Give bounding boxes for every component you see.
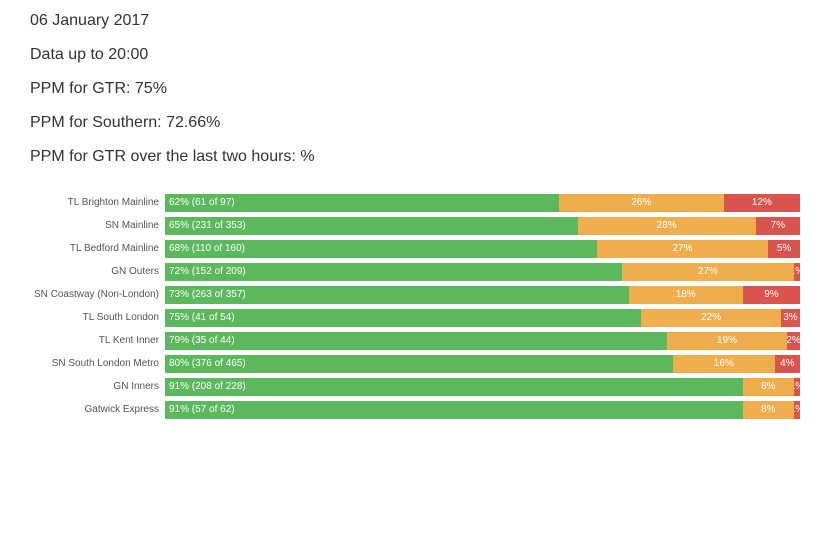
chart-row: GN Outers72% (152 of 209)27%1% [0,261,800,282]
chart-row: Gatwick Express91% (57 of 62)8%1% [0,399,800,420]
chart-segment-green: 79% (35 of 44) [165,332,667,350]
chart-bar: 75% (41 of 54)22%3% [165,309,800,327]
chart-row: SN Mainline65% (231 of 353)28%7% [0,215,800,236]
chart-segment-green: 73% (263 of 357) [165,286,629,304]
chart-segment-orange: 22% [641,309,781,327]
chart-segment-orange: 26% [559,194,724,212]
chart-segment-orange: 28% [578,217,756,235]
chart-segment-orange: 19% [667,332,788,350]
chart-segment-orange: 27% [622,263,793,281]
chart-row-label: SN Mainline [0,220,165,231]
chart-bar: 91% (208 of 228)8%1% [165,378,800,396]
chart-segment-red: 1% [794,401,800,419]
chart-row: TL South London75% (41 of 54)22%3% [0,307,800,328]
chart-segment-red: 12% [724,194,800,212]
chart-segment-orange: 27% [597,240,768,258]
header-ppm-southern: PPM for Southern: 72.66% [30,114,830,132]
chart-segment-red: 2% [787,332,800,350]
chart-row-label: GN Outers [0,266,165,277]
chart-segment-orange: 8% [743,378,794,396]
chart-bar: 65% (231 of 353)28%7% [165,217,800,235]
chart-segment-red: 1% [794,263,800,281]
chart-bar: 68% (110 of 160)27%5% [165,240,800,258]
chart-row-label: SN Coastway (Non-London) [0,289,165,300]
chart-segment-orange: 18% [629,286,743,304]
chart-bar: 72% (152 of 209)27%1% [165,263,800,281]
chart-segment-green: 80% (376 of 465) [165,355,673,373]
chart-row-label: TL Bedford Mainline [0,243,165,254]
chart-segment-red: 3% [781,309,800,327]
header-block: 06 January 2017 Data up to 20:00 PPM for… [0,0,830,166]
chart-bar: 91% (57 of 62)8%1% [165,401,800,419]
chart-bar: 80% (376 of 465)16%4% [165,355,800,373]
chart-segment-orange: 8% [743,401,794,419]
chart-segment-orange: 16% [673,355,775,373]
chart-segment-green: 91% (57 of 62) [165,401,743,419]
chart-row: SN Coastway (Non-London)73% (263 of 357)… [0,284,800,305]
header-ppm-gtr-2h: PPM for GTR over the last two hours: % [30,148,830,166]
header-ppm-gtr: PPM for GTR: 75% [30,80,830,98]
chart-segment-green: 68% (110 of 160) [165,240,597,258]
chart-bar: 62% (61 of 97)26%12% [165,194,800,212]
chart-row-label: GN Inners [0,381,165,392]
chart-segment-red: 9% [743,286,800,304]
chart-row: TL Kent Inner79% (35 of 44)19%2% [0,330,800,351]
chart-row: SN South London Metro80% (376 of 465)16%… [0,353,800,374]
chart-bar: 79% (35 of 44)19%2% [165,332,800,350]
chart-row-label: TL Brighton Mainline [0,197,165,208]
header-date: 06 January 2017 [30,12,830,30]
chart-segment-green: 65% (231 of 353) [165,217,578,235]
chart-segment-green: 72% (152 of 209) [165,263,622,281]
chart-segment-red: 7% [756,217,800,235]
chart-segment-green: 91% (208 of 228) [165,378,743,396]
chart-segment-red: 5% [768,240,800,258]
chart-row: TL Brighton Mainline62% (61 of 97)26%12% [0,192,800,213]
chart-bar: 73% (263 of 357)18%9% [165,286,800,304]
chart-row: TL Bedford Mainline68% (110 of 160)27%5% [0,238,800,259]
chart-segment-green: 62% (61 of 97) [165,194,559,212]
chart-segment-red: 4% [775,355,800,373]
chart-row-label: TL Kent Inner [0,335,165,346]
chart-segment-green: 75% (41 of 54) [165,309,641,327]
chart-row-label: TL South London [0,312,165,323]
chart-row: GN Inners91% (208 of 228)8%1% [0,376,800,397]
chart-segment-red: 1% [794,378,800,396]
chart-row-label: SN South London Metro [0,358,165,369]
ppm-stacked-bar-chart: TL Brighton Mainline62% (61 of 97)26%12%… [0,182,830,420]
chart-row-label: Gatwick Express [0,404,165,415]
header-data-up-to: Data up to 20:00 [30,46,830,64]
